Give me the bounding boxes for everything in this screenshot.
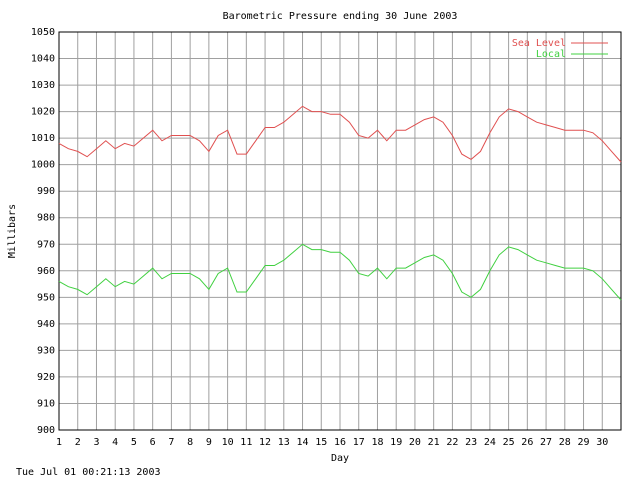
y-tick-label: 970	[37, 239, 55, 250]
x-tick-label: 9	[206, 437, 212, 448]
x-tick-label: 23	[465, 437, 477, 448]
timestamp: Tue Jul 01 00:21:13 2003	[16, 467, 161, 478]
x-tick-label: 22	[446, 437, 458, 448]
x-tick-label: 11	[240, 437, 252, 448]
x-tick-label: 15	[315, 437, 327, 448]
x-tick-label: 12	[259, 437, 271, 448]
x-tick-label: 3	[93, 437, 99, 448]
x-tick-label: 24	[484, 437, 496, 448]
x-tick-label: 2	[75, 437, 81, 448]
y-tick-label: 1040	[31, 54, 55, 65]
y-tick-label: 1020	[31, 107, 55, 118]
x-tick-label: 13	[278, 437, 290, 448]
y-tick-label: 900	[37, 425, 55, 436]
x-tick-label: 28	[559, 437, 571, 448]
legend-label: Sea Level	[512, 38, 566, 49]
series-line	[58, 243, 622, 301]
x-tick-label: 8	[187, 437, 193, 448]
x-tick-label: 18	[371, 437, 383, 448]
x-tick-label: 20	[409, 437, 421, 448]
plot-frame	[58, 31, 622, 431]
x-tick-label: 30	[596, 437, 608, 448]
x-tick-label: 5	[131, 437, 137, 448]
x-tick-label: 26	[521, 437, 533, 448]
y-tick-label: 1050	[31, 27, 55, 38]
x-tick-label: 21	[428, 437, 440, 448]
series-line	[58, 105, 622, 163]
x-tick-label: 4	[112, 437, 118, 448]
x-tick-label: 29	[578, 437, 590, 448]
y-tick-label: 980	[37, 213, 55, 224]
x-tick-label: 27	[540, 437, 552, 448]
x-tick-label: 14	[297, 437, 309, 448]
y-tick-label: 1030	[31, 80, 55, 91]
legend-label: Local	[536, 49, 566, 60]
y-tick-label: 910	[37, 398, 55, 409]
x-tick-label: 10	[222, 437, 234, 448]
y-tick-label: 930	[37, 345, 55, 356]
x-tick-label: 6	[150, 437, 156, 448]
x-tick-label: 7	[168, 437, 174, 448]
chart-title: Barometric Pressure ending 30 June 2003	[223, 11, 458, 22]
x-tick-label: 25	[503, 437, 515, 448]
y-tick-label: 960	[37, 266, 55, 277]
y-tick-label: 1010	[31, 133, 55, 144]
y-tick-label: 990	[37, 186, 55, 197]
x-tick-label: 17	[353, 437, 365, 448]
y-tick-label: 940	[37, 319, 55, 330]
x-tick-label: 16	[334, 437, 346, 448]
y-tick-label: 950	[37, 292, 55, 303]
y-axis-label: Millibars	[7, 204, 18, 258]
x-tick-label: 1	[56, 437, 62, 448]
x-axis-label: Day	[331, 453, 349, 464]
x-tick-label: 19	[390, 437, 402, 448]
y-tick-label: 1000	[31, 160, 55, 171]
y-tick-label: 920	[37, 372, 55, 383]
